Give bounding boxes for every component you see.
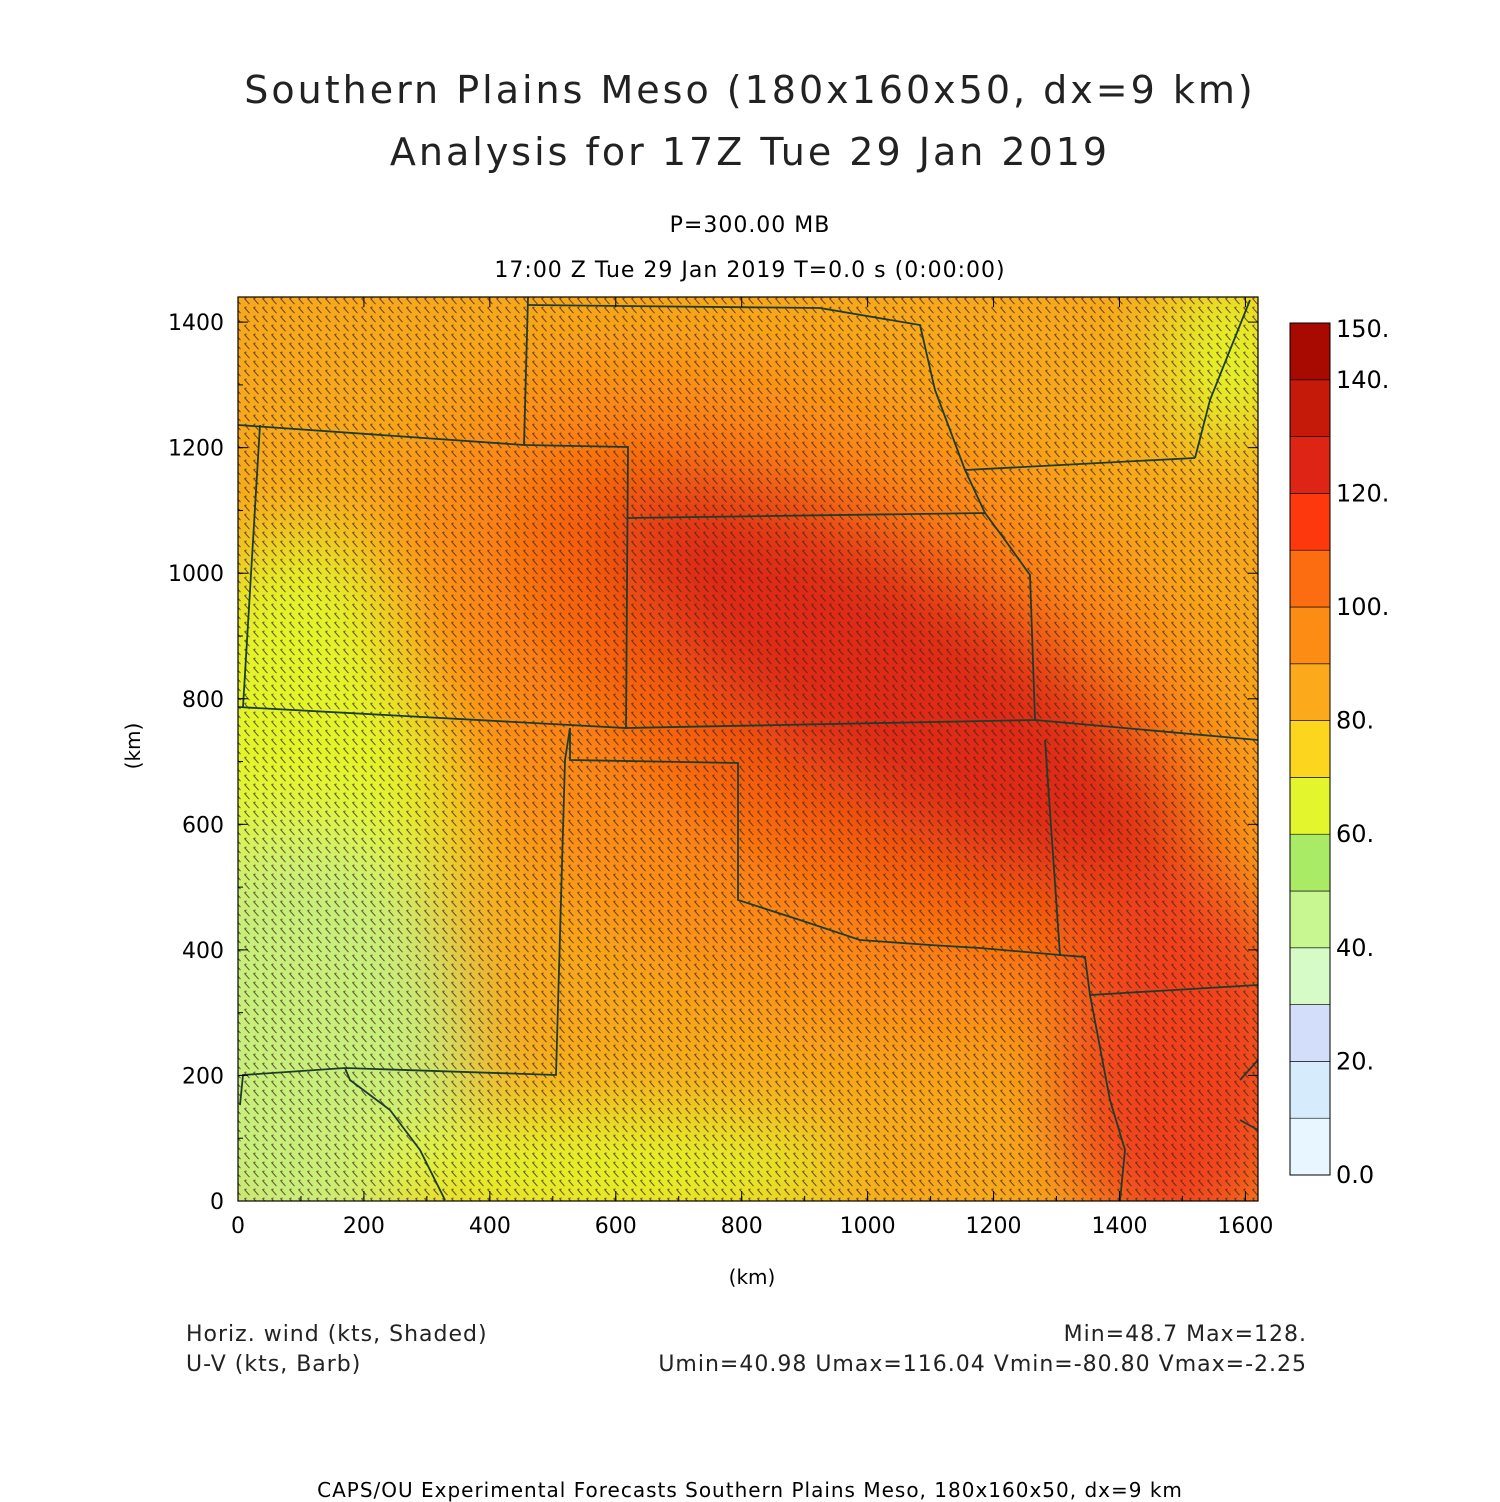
- credit-line: CAPS/OU Experimental Forecasts Southern …: [317, 1478, 1183, 1502]
- colorbar-swatch: [1289, 322, 1331, 381]
- colorbar-label: 20.: [1336, 1047, 1374, 1075]
- state-boundaries: [238, 297, 1258, 1201]
- speed-min-max: Min=48.7 Max=128.: [1063, 1322, 1307, 1347]
- x-axis-label: (km): [729, 1265, 776, 1289]
- axis-tick-labels: 0 200 400 600 800 1000 1200 1400 1600 0 200 400 600 8…: [168, 311, 1273, 1239]
- new-mexico-border: [239, 727, 571, 1106]
- colorbar-swatch: [1289, 549, 1331, 608]
- colorbar-label: 100.: [1336, 593, 1389, 621]
- colorbar-swatch: [1289, 1004, 1331, 1062]
- x-tick-label: 1400: [1091, 1214, 1147, 1239]
- y-tick-label: 200: [182, 1064, 224, 1089]
- axis-ticks: [237, 297, 1258, 1202]
- colorbar-swatch: [1289, 1061, 1331, 1119]
- map-plot-area: [238, 297, 1258, 1201]
- uv-min-max: Umin=40.98 Umax=116.04 Vmin=-80.80 Vmax=…: [658, 1352, 1307, 1377]
- iowa-border: [964, 299, 1251, 471]
- colorbar-swatch: [1289, 379, 1331, 437]
- x-tick-label: 200: [343, 1214, 385, 1239]
- colorbar-frame: [1289, 322, 1331, 1176]
- colorbar-swatch: [1289, 777, 1331, 835]
- colorado-border: [238, 297, 629, 729]
- colorbar-label: 80.: [1336, 707, 1374, 735]
- shaded-field-description: Horiz. wind (kts, Shaded): [186, 1322, 488, 1347]
- chart-title-line1: Southern Plains Meso (180x160x50, dx=9 k…: [244, 68, 1256, 112]
- wind-barb-field: [238, 297, 1258, 1201]
- oklahoma-border: [569, 728, 1061, 956]
- colorbar-swatch: [1289, 493, 1331, 551]
- valid-time-label: 17:00 Z Tue 29 Jan 2019 T=0.0 s (0:00:00…: [494, 258, 1006, 283]
- barb-field-description: U-V (kts, Barb): [186, 1352, 362, 1377]
- colorbar-swatch: [1289, 436, 1331, 494]
- nebraska-border: [527, 304, 986, 514]
- colorbar-label: 120.: [1336, 479, 1389, 507]
- x-tick-label: 1000: [840, 1214, 896, 1239]
- colorbar-swatch: [1289, 833, 1331, 892]
- y-tick-label: 0: [210, 1190, 224, 1215]
- y-tick-label: 800: [182, 688, 224, 713]
- texas-louisiana-border: [1089, 994, 1126, 1201]
- colorbar-label: 40.: [1336, 934, 1374, 962]
- y-tick-label: 600: [182, 813, 224, 838]
- x-tick-label: 400: [469, 1214, 511, 1239]
- colorbar-label: 0.0: [1336, 1161, 1374, 1189]
- kansas-border: [625, 512, 1036, 729]
- texas-mexico-border: [344, 1067, 446, 1201]
- colorbar-label: 60.: [1336, 820, 1374, 848]
- x-tick-label: 800: [721, 1214, 763, 1239]
- colorbar-swatch: [1289, 947, 1331, 1005]
- y-tick-label: 400: [182, 939, 224, 964]
- colorbar-swatch: [1289, 606, 1331, 665]
- colorbar-swatch: [1289, 663, 1331, 721]
- y-tick-label: 1400: [168, 311, 224, 336]
- x-tick-label: 0: [231, 1214, 245, 1239]
- colorbar-labels: 0.0 20. 40. 60. 80. 100. 120. 140. 150.: [1336, 315, 1389, 1189]
- colorbar-swatch: [1289, 890, 1331, 949]
- colorbar-label: 150.: [1336, 315, 1389, 343]
- colorbar-label: 140.: [1336, 366, 1389, 394]
- x-tick-label: 600: [595, 1214, 637, 1239]
- colorbar-swatch: [1289, 720, 1331, 778]
- missouri-arkansas-border: [1034, 719, 1258, 996]
- east-state-fragment: [1239, 1059, 1258, 1131]
- pressure-level-label: P=300.00 MB: [669, 213, 831, 238]
- x-tick-label: 1600: [1217, 1214, 1273, 1239]
- colorbar: [1289, 322, 1331, 1176]
- y-tick-label: 1000: [168, 562, 224, 587]
- chart-title-line2: Analysis for 17Z Tue 29 Jan 2019: [389, 130, 1111, 174]
- plot-frame: [237, 296, 1259, 1202]
- x-tick-label: 1200: [966, 1214, 1022, 1239]
- colorbar-swatch: [1289, 1117, 1331, 1176]
- y-tick-label: 1200: [168, 437, 224, 462]
- y-axis-label: (km): [121, 723, 145, 770]
